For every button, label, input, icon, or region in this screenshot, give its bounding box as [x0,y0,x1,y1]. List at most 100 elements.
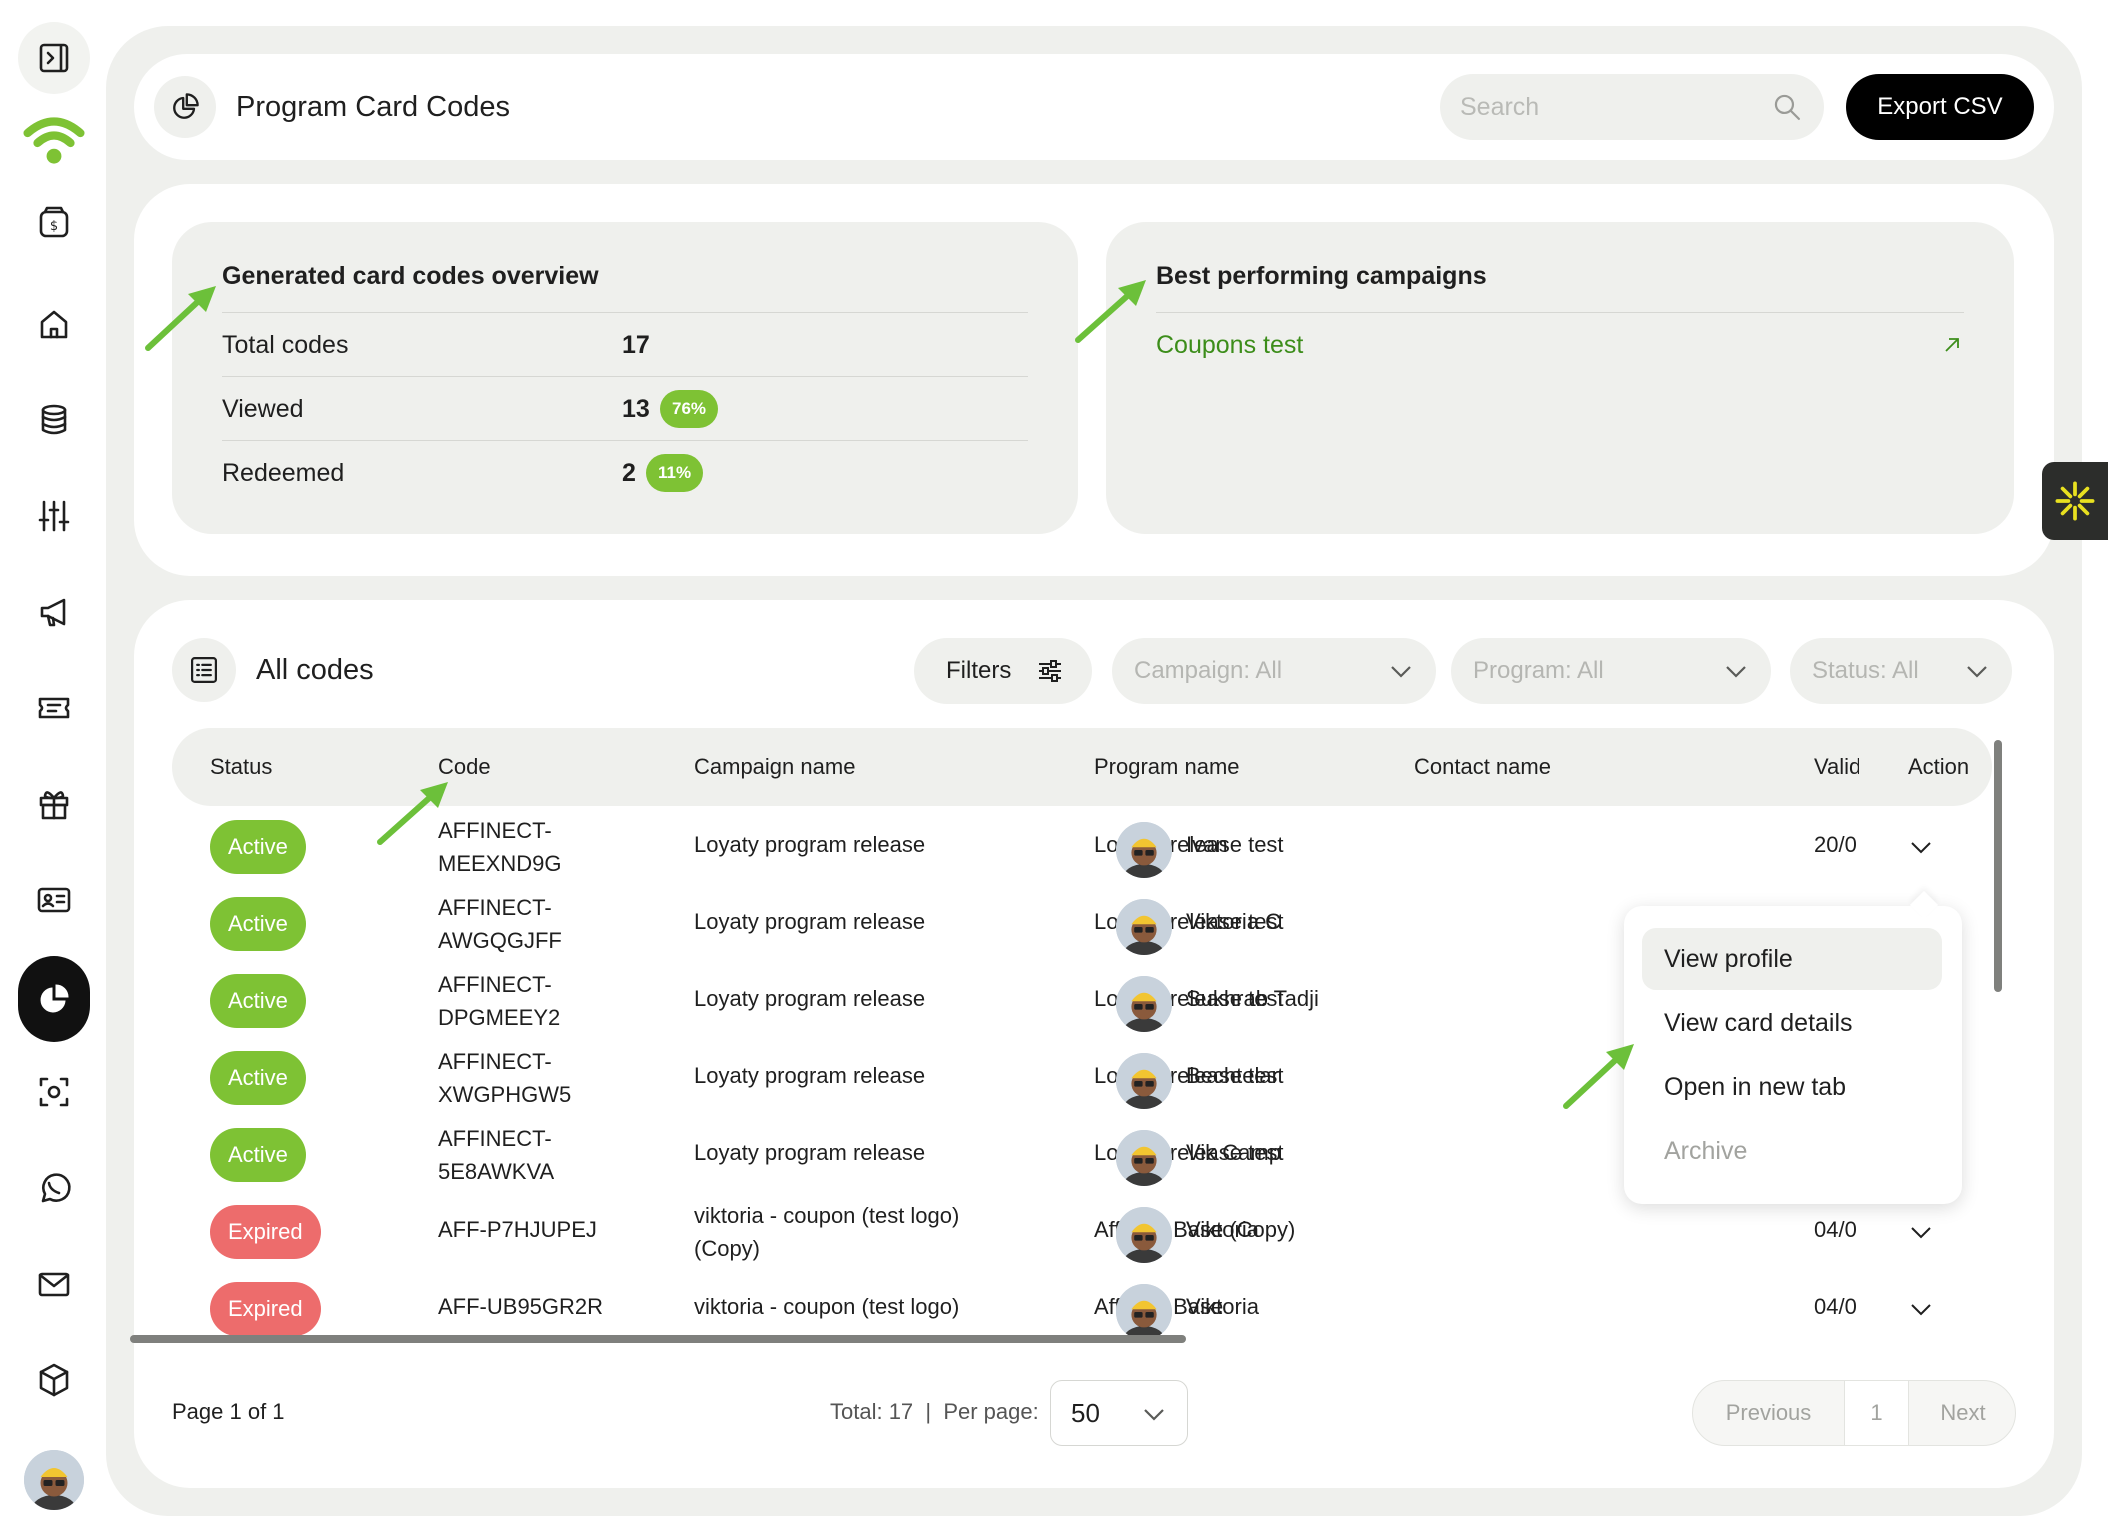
campaign-text: Loyaty program release [694,909,926,934]
contact-cell[interactable]: Viktoria [1186,1294,1259,1319]
best-campaigns-card: Best performing campaigns Coupons test [1106,222,2014,534]
stat-row-redeemed: Redeemed 2 11% [222,440,1028,504]
campaign-text: Loyaty program release [694,986,926,1011]
user-avatar[interactable] [24,1450,84,1510]
campaign-link[interactable]: Coupons test [1156,331,1304,359]
whatsapp-icon[interactable] [18,1152,90,1224]
table-row[interactable]: Active AFFINECT- 5E8AWKVA Loyaty program re… [172,1114,1992,1191]
menu-item-view-profile[interactable]: View profile [1642,928,1942,990]
menu-item-view-card-details[interactable]: View card details [1664,1009,1853,1037]
chevron-down-icon [1726,666,1746,678]
export-csv-button[interactable]: Export CSV [1846,74,2034,140]
search-input[interactable] [1460,74,1760,140]
contact-avatar [1116,899,1172,955]
stat-value: 17 [622,331,650,359]
campaign-row[interactable]: Coupons test [1156,312,1964,376]
contact-cell[interactable]: Viktoria C [1186,909,1281,934]
col-code[interactable]: Code [438,754,491,779]
campaign-cell: viktoria - coupon (test logo) [694,1290,959,1323]
status-filter-dropdown[interactable]: Status: All [1790,638,2012,704]
table-row[interactable]: Active AFFINECT- AWGQGJFF Loyaty program re… [172,883,1992,960]
table-row[interactable]: Active AFFINECT- XWGPHGW5 Loyaty program re… [172,1037,1992,1114]
valid-cell: 04/0 [1814,1217,1857,1242]
floating-widget-tab[interactable] [2042,462,2108,540]
scan-icon[interactable] [18,1056,90,1128]
sliders-icon[interactable] [18,480,90,552]
chevron-down-icon[interactable] [1908,834,1934,860]
table-row[interactable]: Active AFFINECT- DPGMEEY2 Loyaty program re… [172,960,1992,1037]
code-text: AFFINECT- [438,1126,552,1151]
code-cell: AFFINECT- 5E8AWKVA [438,1122,554,1188]
table-row[interactable]: Expired AFF-P7HJUPEJ viktoria - coupon (te… [172,1191,1992,1268]
status-badge: Active [210,974,306,1028]
search-box [1440,74,1824,140]
filters-button[interactable]: Filters [914,638,1092,704]
valid-cell: 04/0 [1814,1294,1857,1319]
external-arrow-icon[interactable] [1940,333,1964,357]
brand-wifi-logo[interactable] [18,102,90,174]
code-text: AFFINECT- [438,818,552,843]
col-program[interactable]: Program name [1094,754,1240,779]
table-header: Status Code Campaign name Program name C… [172,728,1992,806]
row-action-menu: View profile View card details Open in n… [1624,906,1962,1204]
filter-sliders-icon [1039,660,1061,682]
menu-item-archive[interactable]: Archive [1664,1137,1748,1165]
next-button[interactable]: Next [1940,1400,1986,1425]
chevron-down-icon[interactable] [1908,1296,1934,1322]
per-page-select[interactable]: 50 [1050,1380,1188,1446]
mail-icon[interactable] [18,1248,90,1320]
pagination: Previous 1 Next [1692,1380,2016,1446]
id-card-icon[interactable] [18,864,90,936]
annotation-arrow-icon [377,782,448,845]
col-status[interactable]: Status [210,754,273,779]
card-title: Generated card codes overview [222,262,599,290]
svg-text:$: $ [50,219,58,234]
previous-button[interactable]: Previous [1693,1381,1845,1445]
stat-row-viewed: Viewed 13 76% [222,376,1028,440]
stat-label: Redeemed [222,459,345,487]
percent-badge: 11% [646,454,704,492]
stat-value: 2 [622,459,636,487]
campaign-cell: viktoria - coupon (test logo) (Copy) [694,1199,959,1265]
table-row[interactable]: Expired AFF-UB95GR2R viktoria - coupon (te… [172,1268,1992,1345]
dropdown-value: Program: All [1473,657,1604,684]
pie-chart-icon[interactable] [18,956,90,1042]
contact-cell[interactable]: Bechtelar [1186,1063,1279,1088]
contact-avatar [1116,1284,1172,1340]
contact-cell[interactable]: Sukhrab Tadji [1186,986,1319,1011]
total-info: Total: 17 | Per page: [830,1399,1039,1424]
col-action[interactable]: Action [1908,754,1970,779]
contact-cell[interactable]: Vik Camp [1186,1140,1281,1165]
contact-cell[interactable]: Viktoria [1186,1217,1259,1242]
chevron-down-icon[interactable] [1908,1219,1934,1245]
horizontal-scrollbar[interactable] [130,1335,1186,1343]
pie-chart-icon [154,76,216,138]
code-text: AFFINECT- [438,972,552,997]
panel-toggle-icon[interactable] [18,22,90,94]
col-contact[interactable]: Contact name [1414,754,1551,779]
megaphone-icon[interactable] [18,576,90,648]
table-row[interactable]: Active AFFINECT- MEEXND9G Loyaty program re… [172,806,1992,883]
ticket-icon[interactable] [18,672,90,744]
search-icon[interactable] [1770,90,1804,124]
vertical-scrollbar[interactable] [1994,740,2002,992]
page-info: Page 1 of 1 [172,1399,285,1424]
filters-label: Filters [946,657,1012,684]
code-text: AWGQGJFF [438,928,562,953]
gift-icon[interactable] [18,768,90,840]
wallet-icon[interactable]: $ [18,186,90,258]
home-icon[interactable] [18,288,90,360]
contact-avatar [1116,976,1172,1032]
menu-item-open-new-tab[interactable]: Open in new tab [1664,1073,1847,1101]
code-cell: AFF-UB95GR2R [438,1290,603,1323]
database-icon[interactable] [18,384,90,456]
code-cell: AFFINECT- MEEXND9G [438,814,561,880]
col-valid[interactable]: Valid [1814,754,1859,779]
contact-cell[interactable]: Ivan [1186,832,1228,857]
col-campaign[interactable]: Campaign name [694,754,856,779]
program-filter-dropdown[interactable]: Program: All [1451,638,1771,704]
page-number-button[interactable]: 1 [1845,1381,1909,1445]
status-badge: Active [210,1128,306,1182]
box-icon[interactable] [18,1344,90,1416]
campaign-filter-dropdown[interactable]: Campaign: All [1112,638,1436,704]
